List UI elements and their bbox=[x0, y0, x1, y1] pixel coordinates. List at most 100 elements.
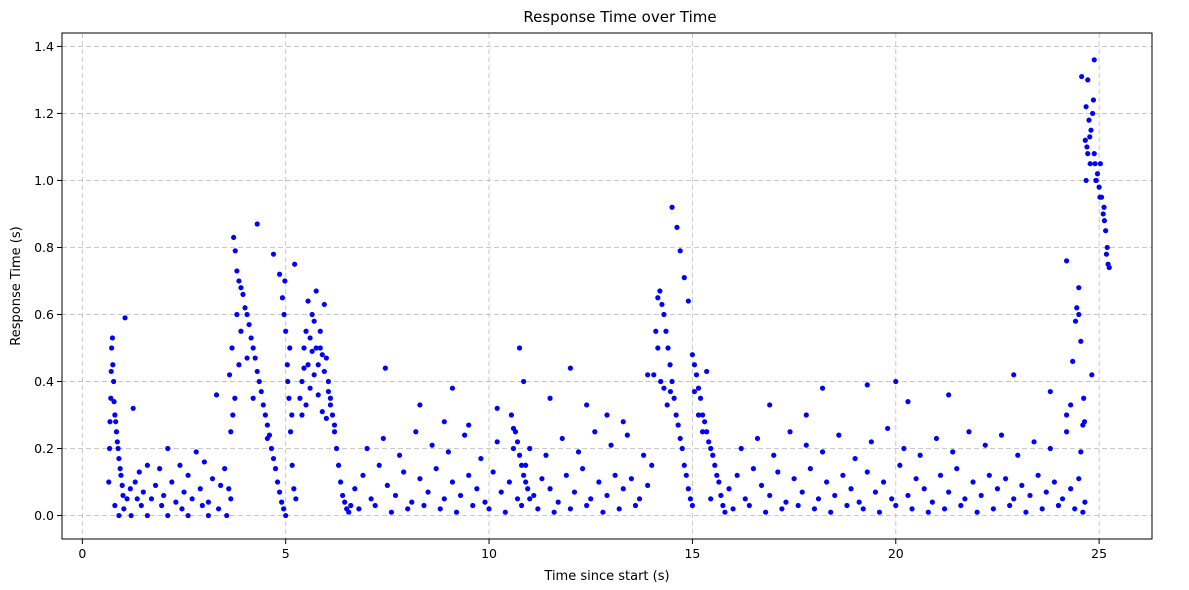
data-point bbox=[441, 419, 447, 425]
data-point bbox=[763, 509, 769, 515]
data-point bbox=[588, 496, 594, 502]
data-point bbox=[791, 476, 797, 482]
data-point bbox=[276, 489, 283, 495]
data-point bbox=[677, 248, 683, 254]
data-point bbox=[1104, 244, 1110, 251]
data-point bbox=[333, 445, 340, 452]
data-point bbox=[401, 469, 407, 475]
data-point bbox=[113, 419, 119, 425]
data-point bbox=[758, 482, 765, 488]
data-point bbox=[795, 502, 801, 509]
data-point bbox=[917, 452, 923, 458]
data-point bbox=[695, 412, 702, 418]
data-point bbox=[152, 482, 159, 488]
data-point bbox=[706, 439, 712, 445]
data-point bbox=[209, 476, 216, 482]
data-point bbox=[664, 402, 670, 408]
data-point bbox=[494, 439, 500, 445]
data-point bbox=[342, 499, 348, 505]
data-point bbox=[819, 385, 826, 391]
data-point bbox=[1103, 251, 1110, 257]
data-point bbox=[189, 496, 195, 502]
data-point bbox=[567, 365, 574, 371]
data-point bbox=[708, 496, 714, 502]
data-point bbox=[311, 318, 317, 324]
data-point bbox=[516, 452, 523, 458]
data-point bbox=[655, 345, 661, 351]
data-point bbox=[1019, 482, 1025, 488]
data-point bbox=[276, 271, 283, 277]
data-point bbox=[140, 489, 146, 495]
data-point bbox=[836, 432, 842, 438]
data-point bbox=[319, 352, 325, 358]
data-point bbox=[687, 496, 693, 502]
data-point bbox=[307, 335, 313, 341]
data-point bbox=[478, 455, 484, 462]
x-tick-label: 5 bbox=[282, 546, 290, 561]
data-point bbox=[1031, 439, 1037, 445]
data-point bbox=[1027, 492, 1033, 499]
data-point bbox=[677, 435, 683, 442]
data-point bbox=[246, 321, 252, 328]
data-point bbox=[1085, 151, 1091, 157]
data-point bbox=[667, 362, 673, 368]
x-axis-label: Time since start (s) bbox=[543, 569, 669, 584]
data-point bbox=[832, 492, 838, 499]
data-point bbox=[321, 301, 327, 308]
data-point bbox=[514, 496, 521, 502]
data-point bbox=[962, 496, 968, 502]
data-point bbox=[470, 502, 476, 509]
data-point bbox=[674, 224, 680, 230]
data-point bbox=[716, 479, 722, 485]
data-point bbox=[691, 388, 698, 395]
data-point bbox=[331, 422, 338, 428]
data-point bbox=[228, 496, 234, 502]
data-point bbox=[620, 419, 626, 425]
data-point bbox=[738, 445, 744, 452]
data-point bbox=[331, 429, 338, 435]
data-point bbox=[338, 479, 344, 485]
data-point bbox=[689, 352, 696, 358]
data-point bbox=[1002, 476, 1009, 482]
data-point bbox=[632, 502, 639, 509]
y-tick-label: 0.2 bbox=[34, 441, 54, 456]
data-point bbox=[516, 345, 523, 351]
data-point bbox=[880, 479, 887, 485]
data-point bbox=[512, 429, 519, 435]
x-tick-label: 25 bbox=[1091, 546, 1107, 561]
data-point bbox=[364, 445, 370, 452]
data-point bbox=[1072, 506, 1078, 512]
data-point bbox=[413, 429, 419, 435]
data-point bbox=[417, 476, 423, 482]
data-point bbox=[254, 221, 260, 227]
data-point bbox=[109, 335, 116, 341]
data-point bbox=[321, 368, 327, 375]
data-point bbox=[645, 372, 651, 378]
data-point bbox=[525, 486, 531, 492]
data-point bbox=[305, 298, 311, 304]
data-point bbox=[1074, 305, 1080, 311]
data-point bbox=[1091, 151, 1097, 157]
data-point bbox=[1085, 77, 1091, 83]
data-point bbox=[301, 345, 307, 351]
data-point bbox=[372, 502, 378, 509]
data-point bbox=[502, 509, 508, 515]
data-point bbox=[1101, 218, 1108, 224]
data-point bbox=[319, 409, 325, 415]
data-point bbox=[417, 402, 423, 408]
data-point bbox=[132, 479, 138, 485]
data-point bbox=[1076, 285, 1082, 291]
data-point bbox=[1082, 499, 1088, 505]
data-point bbox=[291, 486, 297, 492]
data-point bbox=[1090, 97, 1097, 103]
data-point bbox=[287, 345, 293, 351]
data-point bbox=[307, 385, 313, 391]
data-point bbox=[396, 452, 403, 458]
data-point bbox=[518, 502, 525, 509]
data-point bbox=[462, 432, 468, 438]
data-point bbox=[111, 399, 117, 405]
data-point bbox=[1087, 161, 1093, 167]
data-point bbox=[691, 362, 698, 368]
data-point bbox=[113, 429, 120, 435]
